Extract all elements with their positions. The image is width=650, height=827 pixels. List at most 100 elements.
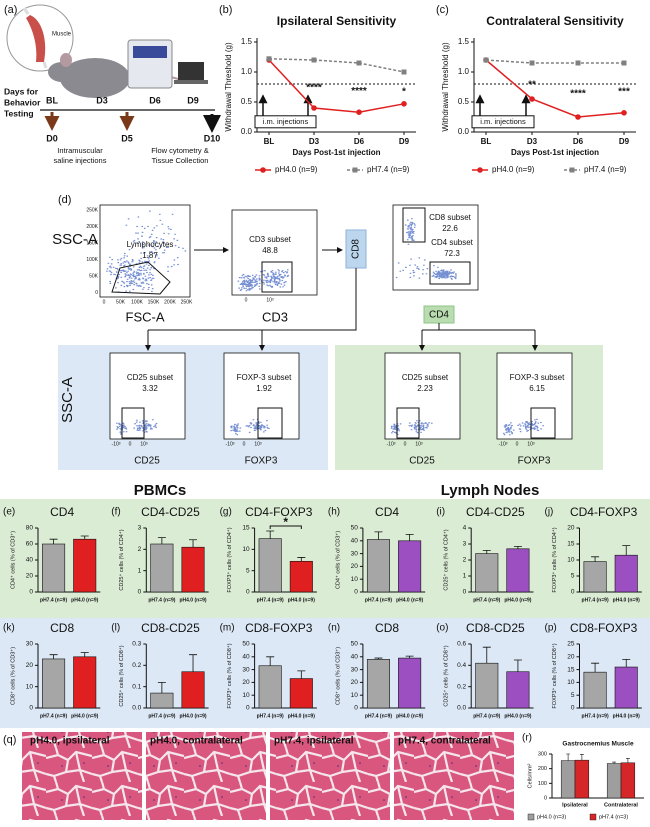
x-tick-label: pH7.4 (n=9): [148, 597, 175, 603]
bar: [73, 538, 97, 593]
significance: ***: [618, 87, 630, 98]
y-tick-label: 15: [242, 525, 250, 532]
significance: ****: [570, 89, 586, 100]
error-bar: [374, 657, 383, 660]
axis-label: SSC-A: [59, 377, 76, 423]
gate: [121, 407, 145, 439]
marker: [311, 105, 317, 111]
y-axis-label: CD25⁺ cells (% of CD8⁺): [118, 645, 125, 706]
x-tick-label: 0: [516, 441, 519, 447]
error-bar: [591, 662, 600, 673]
x-tick-label: 10³: [140, 441, 148, 447]
scatter-dots: [395, 218, 457, 280]
significance-bracket: [269, 525, 302, 529]
gate-value: 72.3: [444, 249, 460, 258]
bar: [614, 666, 638, 709]
x-tick-label: pH7.4 (n=9): [582, 713, 609, 719]
image-label: pH7.4, ipsilateral: [274, 736, 354, 747]
error-bar: [266, 656, 275, 666]
gate-label: CD4 subset: [431, 238, 474, 247]
marker: [483, 57, 489, 63]
y-tick-label: 1.0: [458, 67, 470, 76]
legend-label: pH7.4 (n=9): [584, 165, 627, 174]
y-tick-label: 100K: [86, 257, 98, 263]
x-tick-label: D6: [573, 137, 584, 146]
x-tick-label: 0: [243, 441, 246, 447]
image-label: pH7.4, contralateral: [398, 736, 491, 747]
y-tick-label: 5: [571, 692, 575, 699]
chart-title: CD8-FOXP3: [245, 621, 313, 635]
y-axis-label: CD25⁺ cells (% of CD4⁺): [118, 529, 125, 590]
timeline-title: Days for: [4, 86, 39, 96]
x-tick-label: -10³: [112, 441, 121, 447]
marker: [621, 60, 627, 66]
gate-label: CD3 subset: [249, 235, 292, 244]
x-tick-label: D6: [354, 137, 365, 146]
marker: [356, 109, 362, 115]
day-label: D9: [187, 95, 199, 105]
y-tick-label: 0.6: [457, 641, 466, 648]
y-tick-label: 0: [95, 290, 98, 296]
gate-label: Lymphocytes: [127, 240, 174, 249]
panel-label: (c): [436, 4, 449, 16]
y-axis-label: CD4⁺ cells (% of CD3⁺): [9, 531, 16, 589]
chart-title: CD4-FOXP3: [245, 505, 313, 519]
error-bar: [80, 535, 89, 540]
chart-title: CD8: [50, 621, 74, 635]
day-label: D3: [96, 95, 108, 105]
y-tick-label: 2: [463, 557, 467, 564]
y-tick-label: 0.2: [132, 662, 141, 669]
y-tick-label: 50: [242, 641, 250, 648]
series-line: [268, 59, 405, 113]
y-tick-label: 10: [351, 692, 359, 699]
error-bar: [612, 761, 617, 764]
y-tick-label: 0: [463, 589, 467, 596]
y-tick-label: 1: [138, 567, 142, 574]
x-tick-label: 200K: [164, 299, 176, 305]
error-bar: [405, 655, 414, 659]
error-bar: [297, 557, 306, 562]
y-tick-label: 40: [242, 654, 250, 661]
histology-image: [22, 732, 142, 820]
error-bar: [157, 537, 166, 544]
y-axis-label: CD25⁺ cells (% of CD4⁺): [443, 529, 450, 590]
error-bar: [622, 545, 631, 556]
y-tick-label: 40: [26, 557, 34, 564]
x-tick-label: Ipsilateral: [562, 802, 588, 808]
y-tick-label: 40: [351, 654, 359, 661]
x-tick-label: 150K: [148, 299, 160, 305]
x-tick-label: D9: [619, 137, 630, 146]
panel-label: (k): [3, 623, 15, 634]
x-tick-label: 10³: [254, 441, 262, 447]
y-tick-label: 5: [571, 573, 575, 580]
y-tick-label: 3: [463, 541, 467, 548]
flow-plot: [392, 204, 479, 291]
y-axis-label: Cells/mm²: [527, 763, 533, 788]
axis-label: FSC-A: [126, 309, 165, 324]
chart-title: CD8-CD25: [141, 621, 200, 635]
y-tick-label: 3: [138, 525, 142, 532]
x-tick-label: 0: [404, 441, 407, 447]
timeline-title: Testing: [4, 108, 34, 118]
gate: [402, 207, 426, 243]
x-tick-label: BL: [481, 137, 492, 146]
legend-swatch: [527, 813, 535, 821]
axis-label: SSC-A: [52, 231, 98, 248]
significance: *: [283, 515, 288, 529]
gate-label: FOXP-3 subset: [510, 373, 565, 382]
gate: [111, 261, 171, 295]
panel-label: (e): [3, 507, 15, 518]
gate-value: 1.87: [142, 251, 158, 260]
bar: [258, 538, 282, 593]
panel-label: (p): [545, 623, 557, 634]
gate-label: CD25 subset: [127, 373, 174, 382]
histology-image: [146, 732, 266, 820]
y-tick-label: 15: [567, 666, 575, 673]
bar: [289, 678, 313, 709]
bar: [42, 658, 66, 709]
x-tick-label: pH4.0 (n=9): [288, 713, 315, 719]
y-tick-label: 30: [351, 550, 359, 557]
x-tick-label: pH7.4 (n=9): [365, 597, 392, 603]
significance: ****: [306, 83, 322, 94]
y-tick-label: 0.2: [457, 683, 466, 690]
